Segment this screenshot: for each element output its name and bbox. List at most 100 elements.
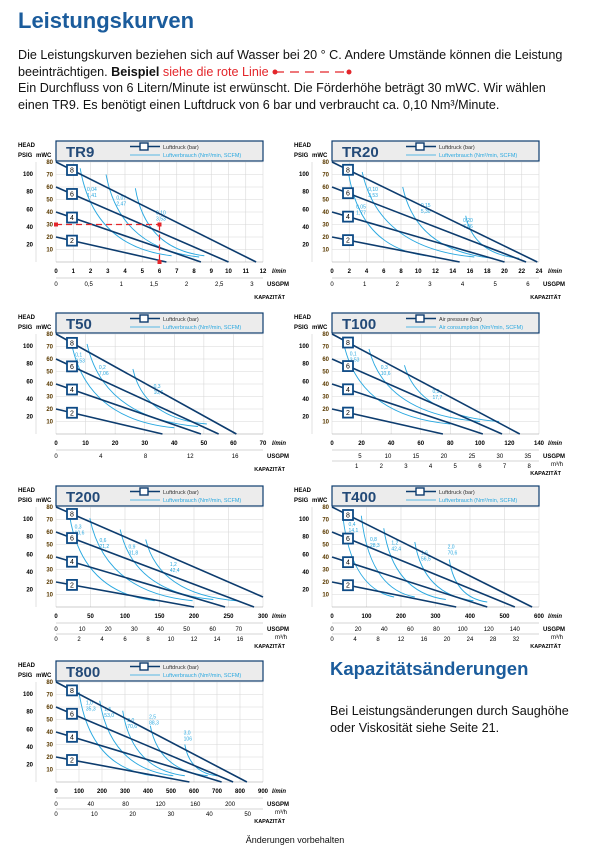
flow-tick-label: 4 <box>365 269 369 275</box>
consumption-label: 1,2 <box>170 562 177 568</box>
mwc-tick-label: 10 <box>46 593 53 599</box>
mwc-tick-label: 80 <box>46 332 53 338</box>
m3h-tick-label: 6 <box>478 464 482 470</box>
capacity-changes-text: Bei Leistungsänderungen durch Saughöhe o… <box>330 704 569 735</box>
mwc-tick-label: 60 <box>46 530 53 536</box>
pressure-marker-label: 8 <box>70 688 74 695</box>
pressure-marker-box <box>66 532 78 544</box>
mwc-tick-label: 70 <box>46 693 53 699</box>
mwc-tick-label: 50 <box>46 370 53 376</box>
mwc-tick-label: 20 <box>322 407 329 413</box>
consumption-label: 2,0 <box>448 544 455 550</box>
m3h-unit-label: m³/h <box>275 635 287 641</box>
pressure-marker-box <box>66 555 78 568</box>
mwc-label: mWC <box>312 498 328 504</box>
psig-tick-label: 60 <box>302 552 309 558</box>
flow-tick-label: 50 <box>87 614 94 620</box>
usgpm-tick-label: 1,5 <box>150 282 159 288</box>
pressure-marker-box <box>342 336 354 349</box>
consumption-curve <box>119 529 214 600</box>
consumption-label: 0,4 <box>349 522 356 528</box>
psig-tick-label: 100 <box>23 344 34 350</box>
psig-tick-label: 100 <box>299 344 310 350</box>
consumption-label: 70,6 <box>127 724 137 730</box>
flow-tick-label: 1 <box>72 269 76 275</box>
m3h-unit-label: m³/h <box>551 462 563 468</box>
usgpm-tick-label: 10 <box>385 454 392 460</box>
usgpm-tick-label: 16 <box>232 454 239 460</box>
mwc-tick-label: 40 <box>46 382 53 388</box>
chart-title-box <box>55 660 264 682</box>
consumption-label: 53,0 <box>104 713 114 719</box>
mwc-tick-label: 70 <box>46 518 53 524</box>
pressure-marker-box <box>66 508 78 520</box>
flow-unit-label: l/min <box>272 269 286 275</box>
usgpm-unit-label: USGPM <box>543 282 565 288</box>
psig-tick-label: 20 <box>302 587 309 593</box>
pressure-marker-label: 4 <box>70 559 74 566</box>
pressure-marker-box <box>342 234 354 247</box>
consumption-label: 3,0 <box>184 731 191 737</box>
flow-tick-label: 700 <box>212 789 223 795</box>
flow-tick-label: 20 <box>501 269 508 275</box>
usgpm-tick-label: 15 <box>413 454 420 460</box>
consumption-label: 10,6 <box>75 530 85 536</box>
flow-tick-label: 0 <box>54 441 58 447</box>
mwc-tick-label: 20 <box>46 580 53 586</box>
pressure-marker-box <box>66 164 78 176</box>
psig-tick-label: 40 <box>26 225 33 231</box>
usgpm-tick-label: 0 <box>54 282 58 288</box>
chart-title: T800 <box>66 664 100 681</box>
pressure-marker-box <box>342 556 354 569</box>
chart-tr20: TR20 Luftdruck (bar) Luftverbrauch (Nm³/mi… <box>276 132 576 314</box>
consumption-label: 1,0 <box>86 701 93 707</box>
consumption-curve <box>86 343 198 427</box>
flow-tick-label: 60 <box>417 441 424 447</box>
psig-tick-label: 60 <box>26 379 33 385</box>
legend-pressure-label: Luftdruck (bar) <box>163 665 199 671</box>
consumption-label: 21,2 <box>99 544 109 550</box>
m3h-tick-label: 12 <box>191 637 198 643</box>
flow-tick-label: 100 <box>74 789 85 795</box>
legend-pressure-marker-icon <box>415 314 425 323</box>
pressure-line-8-bar <box>55 506 264 598</box>
usgpm-tick-label: 80 <box>433 627 440 633</box>
psig-tick-label: 80 <box>302 535 309 541</box>
flow-tick-label: 600 <box>534 614 545 620</box>
mwc-tick-label: 60 <box>322 530 329 536</box>
flow-unit-label: l/min <box>272 614 286 620</box>
consumption-label: 0,3 <box>75 524 82 530</box>
m3h-tick-label: 0 <box>54 637 58 643</box>
consumption-label: 3,53 <box>75 359 85 365</box>
head-label: HEAD <box>18 488 36 494</box>
usgpm-tick-label: 8 <box>144 454 148 460</box>
consumption-curve <box>145 539 237 602</box>
mwc-tick-label: 30 <box>46 395 53 401</box>
pressure-marker-box <box>342 579 354 592</box>
psig-tick-label: 60 <box>26 207 33 213</box>
psig-tick-label: 100 <box>23 517 34 523</box>
pressure-marker-label: 4 <box>70 734 74 741</box>
flow-tick-label: 9 <box>210 269 214 275</box>
pressure-marker-label: 8 <box>346 167 350 174</box>
m3h-tick-label: 0 <box>54 812 58 818</box>
consumption-label: 0,07 <box>116 196 126 202</box>
chart-t400: T400 Luftdruck (bar) Luftverbrauch (Nm³/mi… <box>276 477 576 659</box>
m3h-tick-label: 3 <box>404 464 408 470</box>
legend-pressure-marker-icon <box>139 662 149 671</box>
mwc-label: mWC <box>36 673 52 679</box>
pressure-marker-box <box>66 360 78 373</box>
mwc-tick-label: 10 <box>46 420 53 426</box>
usgpm-tick-label: 1 <box>120 282 124 288</box>
usgpm-tick-label: 4 <box>461 282 465 288</box>
mwc-tick-label: 10 <box>46 248 53 254</box>
usgpm-tick-label: 60 <box>407 627 414 633</box>
pressure-marker-label: 2 <box>346 583 350 590</box>
capacity-label: KAPAZITÄT <box>254 818 285 825</box>
psig-tick-label: 20 <box>26 587 33 593</box>
flow-tick-label: 2 <box>89 269 93 275</box>
pressure-marker-label: 6 <box>70 536 74 543</box>
pressure-marker-box <box>66 707 78 720</box>
m3h-tick-label: 7 <box>503 464 507 470</box>
mwc-tick-label: 10 <box>322 420 329 426</box>
